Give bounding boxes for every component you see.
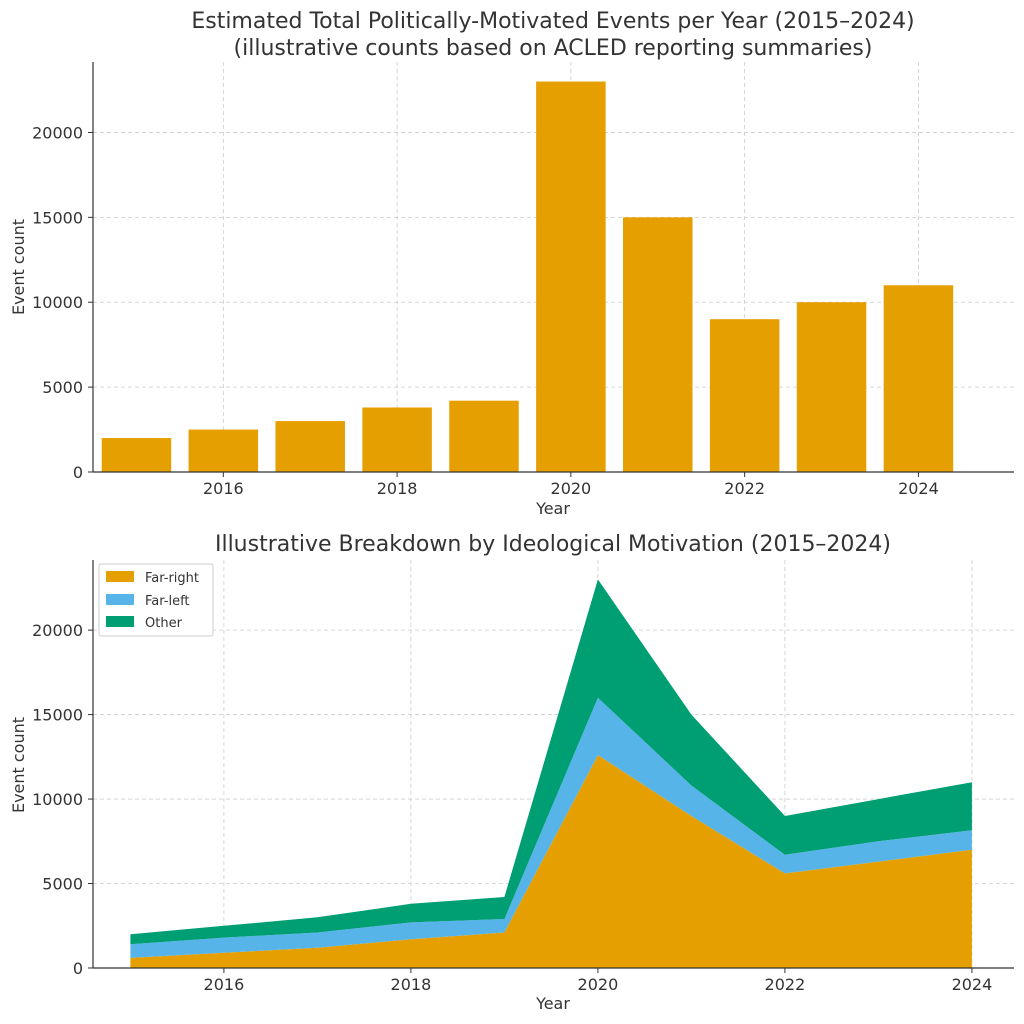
area-far-right bbox=[130, 755, 972, 968]
chart1-y-label: Event count bbox=[9, 219, 28, 315]
bar-2020 bbox=[536, 81, 606, 473]
chart1-x-tick-label: 2018 bbox=[377, 479, 418, 498]
bar-2019 bbox=[449, 400, 519, 472]
bar-2015 bbox=[101, 438, 172, 472]
bar-2023 bbox=[796, 302, 867, 472]
chart2-axes bbox=[92, 560, 1014, 969]
chart1-x-tick-label: 2016 bbox=[203, 479, 244, 498]
legend-swatch-far-left bbox=[106, 594, 134, 605]
legend-label-other: Other bbox=[145, 616, 183, 631]
chart1-x-tick-label: 2020 bbox=[551, 479, 592, 498]
chart1-y-tick-label: 5000 bbox=[42, 378, 83, 397]
bar-chart: Estimated Total Politically-Motivated Ev… bbox=[9, 9, 1014, 518]
chart2-legend: Far-right Far-left Other bbox=[98, 563, 214, 637]
bar-2017 bbox=[275, 421, 345, 472]
chart1-x-tick-label: 2022 bbox=[724, 479, 765, 498]
bar-2021 bbox=[623, 217, 693, 472]
chart2-y-ticks: 0 5000 10000 15000 20000 bbox=[32, 621, 93, 978]
legend-swatch-other bbox=[106, 616, 134, 627]
chart1-y-ticks: 0 5000 10000 15000 20000 bbox=[32, 123, 93, 482]
chart1-axes bbox=[92, 62, 1014, 473]
chart1-x-tick-label: 2024 bbox=[898, 479, 939, 498]
bar-2018 bbox=[362, 407, 432, 472]
legend-label-far-left: Far-left bbox=[145, 594, 190, 609]
chart2-x-tick-label: 2024 bbox=[952, 975, 993, 994]
chart2-x-tick-label: 2016 bbox=[204, 975, 245, 994]
chart1-y-tick-label: 0 bbox=[73, 463, 83, 482]
chart1-subtitle: (illustrative counts based on ACLED repo… bbox=[234, 36, 873, 61]
area-other bbox=[130, 579, 972, 945]
chart1-x-label: Year bbox=[535, 499, 570, 518]
chart2-x-ticks: 2016 2018 2020 2022 2024 bbox=[204, 968, 993, 994]
chart2-y-tick-label: 15000 bbox=[32, 706, 83, 725]
chart2-title: Illustrative Breakdown by Ideological Mo… bbox=[215, 532, 891, 557]
bar-2024 bbox=[883, 285, 954, 472]
chart1-x-ticks: 2016 2018 2020 2022 2024 bbox=[203, 472, 939, 498]
area-far-left bbox=[130, 697, 972, 958]
legend-label-far-right: Far-right bbox=[145, 571, 199, 586]
bar-2016 bbox=[188, 429, 259, 472]
chart2-y-tick-label: 10000 bbox=[32, 790, 83, 809]
chart2-x-tick-label: 2018 bbox=[391, 975, 432, 994]
chart2-x-tick-label: 2022 bbox=[765, 975, 806, 994]
chart1-title: Estimated Total Politically-Motivated Ev… bbox=[191, 9, 914, 34]
chart1-y-tick-label: 20000 bbox=[32, 123, 83, 142]
chart2-y-tick-label: 0 bbox=[73, 959, 83, 978]
chart1-bars bbox=[101, 81, 954, 473]
chart2-x-tick-label: 2020 bbox=[578, 975, 619, 994]
area-chart: Illustrative Breakdown by Ideological Mo… bbox=[9, 532, 1014, 1013]
chart1-y-tick-label: 15000 bbox=[32, 208, 83, 227]
bar-2022 bbox=[709, 319, 780, 472]
chart2-y-label: Event count bbox=[9, 717, 28, 813]
chart2-x-label: Year bbox=[535, 994, 570, 1013]
legend-swatch-far-right bbox=[106, 571, 134, 582]
chart2-y-tick-label: 5000 bbox=[42, 875, 83, 894]
chart2-y-tick-label: 20000 bbox=[32, 621, 83, 640]
chart2-areas bbox=[130, 579, 972, 968]
chart1-y-tick-label: 10000 bbox=[32, 293, 83, 312]
